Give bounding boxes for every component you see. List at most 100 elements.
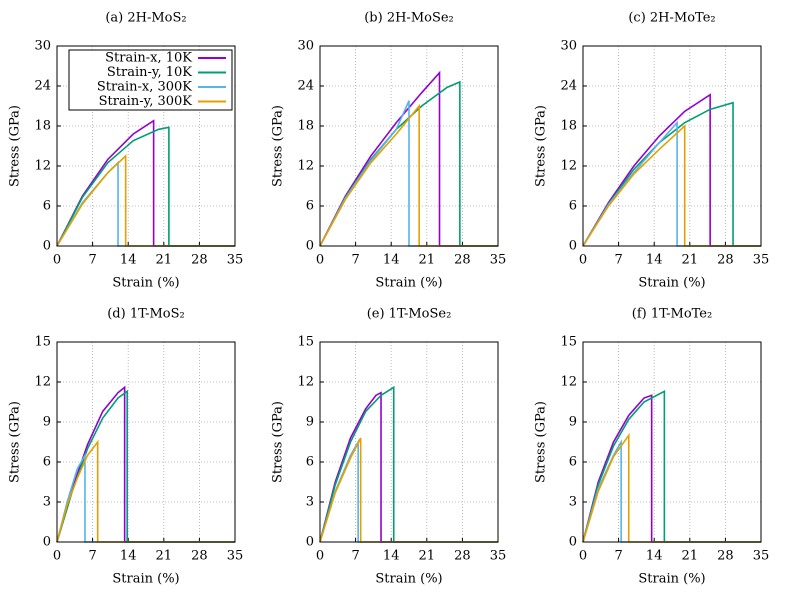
- y-tick-label: 0: [306, 239, 314, 254]
- y-tick-label: 0: [43, 239, 51, 254]
- y-tick-label: 30: [297, 39, 314, 54]
- series-line: [319, 438, 498, 543]
- x-tick-label: 0: [579, 549, 587, 564]
- x-tick-label: 35: [490, 549, 507, 564]
- plot-frame: [56, 341, 236, 543]
- x-tick-label: 35: [490, 253, 507, 268]
- y-tick-label: 15: [34, 335, 51, 350]
- y-tick-label: 24: [560, 79, 577, 94]
- series-line: [56, 452, 235, 543]
- x-tick-label: 7: [351, 549, 359, 564]
- y-axis-label: Stress (GPa): [8, 401, 23, 483]
- x-tick-label: 14: [120, 253, 137, 268]
- chart-title: (f) 1T-MoTe₂: [632, 307, 712, 322]
- y-tick-label: 30: [34, 39, 51, 54]
- series-line: [319, 100, 498, 247]
- y-tick-label: 9: [569, 415, 577, 430]
- y-tick-label: 12: [34, 375, 51, 390]
- y-tick-label: 30: [560, 39, 577, 54]
- x-tick-label: 28: [717, 549, 734, 564]
- legend-label: Strain-y, 10K: [107, 65, 192, 80]
- x-tick-label: 7: [88, 549, 96, 564]
- y-tick-label: 0: [569, 239, 577, 254]
- series-line: [582, 124, 761, 247]
- x-tick-label: 0: [579, 253, 587, 268]
- x-tick-label: 14: [120, 549, 137, 564]
- x-tick-label: 21: [156, 549, 173, 564]
- legend-box: [68, 49, 233, 111]
- x-tick-label: 0: [53, 253, 61, 268]
- series-line: [56, 119, 235, 247]
- y-tick-label: 0: [569, 535, 577, 550]
- x-tick-label: 14: [646, 253, 663, 268]
- x-axis-label: Strain (%): [375, 276, 442, 291]
- series-line: [319, 391, 498, 543]
- y-tick-label: 12: [560, 375, 577, 390]
- x-tick-label: 28: [717, 253, 734, 268]
- chart-title: (b) 2H-MoSe₂: [364, 11, 454, 26]
- y-tick-label: 3: [569, 495, 577, 510]
- y-tick-label: 15: [560, 335, 577, 350]
- x-tick-label: 0: [316, 253, 324, 268]
- series-line: [582, 390, 761, 543]
- plot-frame: [582, 45, 762, 247]
- plot-frame: [319, 341, 499, 543]
- y-tick-label: 18: [297, 119, 314, 134]
- x-tick-label: 21: [156, 253, 173, 268]
- legend-label: Strain-x, 300K: [97, 80, 192, 95]
- chart-title: (e) 1T-MoSe₂: [367, 307, 452, 322]
- x-tick-label: 0: [53, 549, 61, 564]
- y-tick-label: 3: [43, 495, 51, 510]
- plot-frame: [319, 45, 499, 247]
- y-tick-label: 12: [297, 375, 314, 390]
- x-tick-label: 14: [646, 549, 663, 564]
- y-axis-label: Stress (GPa): [271, 105, 286, 187]
- x-tick-label: 0: [316, 549, 324, 564]
- chart-title: (d) 1T-MoS₂: [107, 307, 185, 322]
- series-line: [319, 385, 498, 543]
- x-tick-label: 28: [191, 253, 208, 268]
- x-axis-label: Strain (%): [375, 572, 442, 587]
- plot-frame: [582, 341, 762, 543]
- chart-title: (c) 2H-MoTe₂: [628, 11, 715, 26]
- x-tick-label: 14: [383, 549, 400, 564]
- y-tick-label: 15: [297, 335, 314, 350]
- y-tick-label: 6: [569, 455, 577, 470]
- y-tick-label: 12: [297, 159, 314, 174]
- x-axis-label: Strain (%): [112, 276, 179, 291]
- plot-frame: [56, 45, 236, 247]
- y-tick-label: 0: [306, 535, 314, 550]
- x-tick-label: 21: [419, 549, 436, 564]
- y-tick-label: 12: [34, 159, 51, 174]
- y-tick-label: 0: [43, 535, 51, 550]
- series-line: [56, 385, 235, 543]
- y-tick-label: 6: [569, 199, 577, 214]
- series-line: [582, 101, 761, 247]
- x-tick-label: 21: [419, 253, 436, 268]
- x-tick-label: 35: [753, 253, 770, 268]
- y-tick-label: 9: [43, 415, 51, 430]
- series-line: [582, 394, 761, 543]
- x-tick-label: 35: [227, 549, 244, 564]
- x-axis-label: Strain (%): [638, 572, 705, 587]
- chart-title: (a) 2H-MoS₂: [105, 11, 186, 26]
- y-axis-label: Stress (GPa): [8, 105, 23, 187]
- y-tick-label: 3: [306, 495, 314, 510]
- x-tick-label: 35: [753, 549, 770, 564]
- y-tick-label: 6: [43, 455, 51, 470]
- x-tick-label: 21: [682, 253, 699, 268]
- series-line: [56, 389, 235, 543]
- legend-label: Strain-y, 300K: [99, 94, 193, 109]
- x-tick-label: 14: [383, 253, 400, 268]
- x-tick-label: 28: [454, 549, 471, 564]
- series-line: [582, 93, 761, 247]
- y-axis-label: Stress (GPa): [534, 401, 549, 483]
- y-tick-label: 18: [560, 119, 577, 134]
- x-tick-label: 7: [88, 253, 96, 268]
- y-tick-label: 6: [306, 199, 314, 214]
- x-tick-label: 28: [191, 549, 208, 564]
- x-tick-label: 21: [682, 549, 699, 564]
- x-tick-label: 7: [614, 549, 622, 564]
- series-line: [56, 160, 235, 247]
